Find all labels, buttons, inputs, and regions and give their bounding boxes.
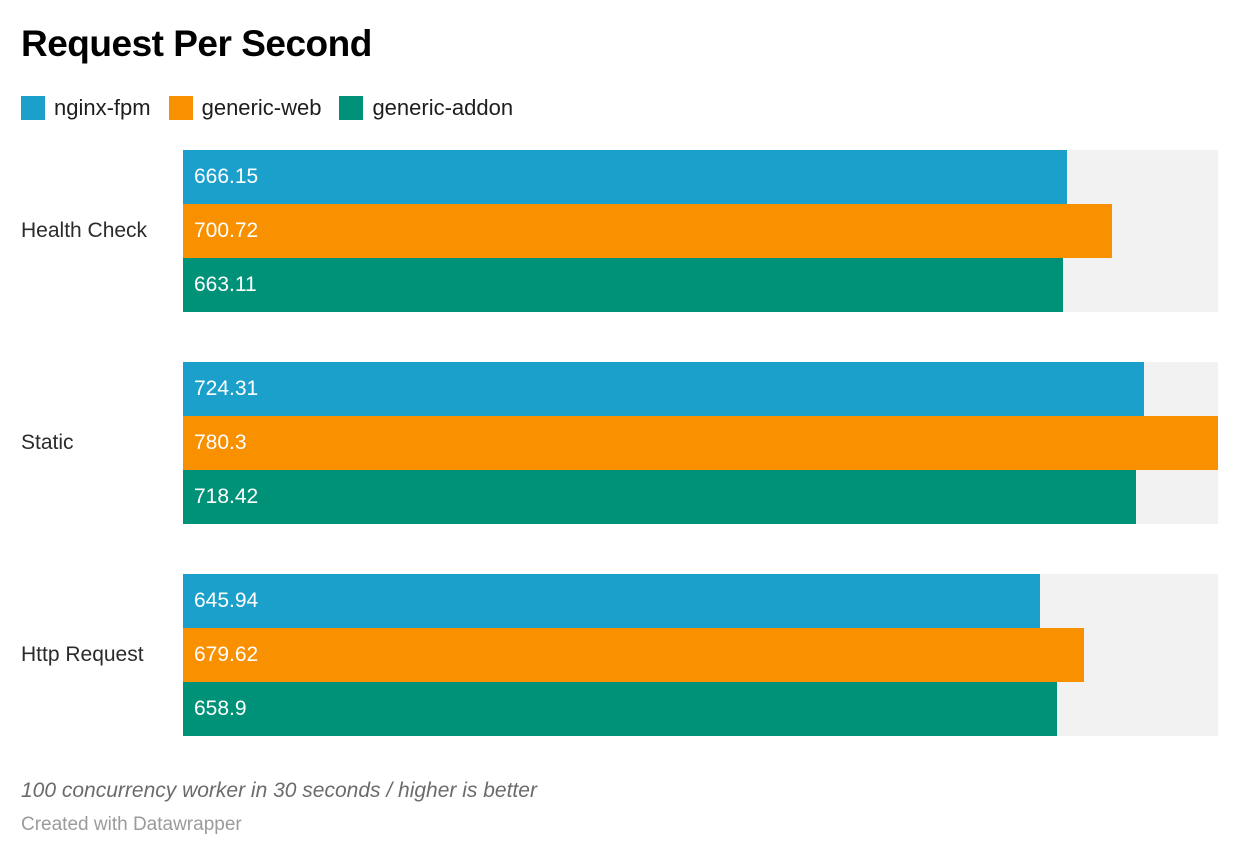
bar-generic-addon: 658.9 [183,682,1057,736]
bar-track: 666.15 [183,150,1218,204]
category-label: Http Request [21,643,144,666]
legend-swatch [168,96,193,120]
bar-generic-web: 679.62 [183,628,1085,682]
category-label: Health Check [21,219,148,242]
bar-track: 663.11 [183,258,1218,312]
legend-label: nginx-fpm [54,95,151,120]
bar-group: Http Request 645.94 679.62 658.9 [21,574,1218,736]
bar-chart: Health Check 666.15 700.72 663.11 Static 724.… [21,150,1218,736]
bar-nginx-fpm: 724.31 [183,362,1144,416]
legend: nginx-fpm generic-web generic-addon [21,96,1218,120]
legend-label: generic-addon [372,95,514,120]
bar-generic-web: 700.72 [183,204,1113,258]
bar-stack: 645.94 679.62 658.9 [183,574,1218,736]
bar-track: 679.62 [183,628,1218,682]
bar-stack: 666.15 700.72 663.11 [183,150,1218,312]
bar-value-label: 663.11 [194,273,257,296]
bar-generic-web: 780.3 [183,416,1218,470]
bar-value-label: 658.9 [194,697,247,720]
datawrapper-attribution-link[interactable]: Created with Datawrapper [21,814,242,835]
chart-title: Request Per Second [21,23,372,64]
bar-nginx-fpm: 666.15 [183,150,1067,204]
legend-item: nginx-fpm [21,96,151,120]
bar-generic-addon: 718.42 [183,470,1136,524]
bar-value-label: 666.15 [194,165,259,188]
bar-generic-addon: 663.11 [183,258,1063,312]
bar-value-label: 724.31 [194,377,259,400]
bar-track: 658.9 [183,682,1218,736]
bar-stack: 724.31 780.3 718.42 [183,362,1218,524]
bar-group: Health Check 666.15 700.72 663.11 [21,150,1218,312]
category-label: Static [21,431,74,454]
legend-item: generic-web [168,95,322,120]
bar-value-label: 700.72 [194,219,259,242]
bar-value-label: 645.94 [194,589,259,612]
bar-value-label: 718.42 [194,485,259,508]
bar-track: 718.42 [183,470,1218,524]
chart-container: Request Per Second nginx-fpm generic-web g… [21,23,1218,835]
bar-track: 724.31 [183,362,1218,416]
bar-track: 700.72 [183,204,1218,258]
bar-group: Static 724.31 780.3 718.42 [21,362,1218,524]
legend-item: generic-addon [339,96,513,120]
bar-nginx-fpm: 645.94 [183,574,1040,628]
legend-label: generic-web [201,95,322,120]
legend-swatch [21,96,45,120]
bar-value-label: 780.3 [194,431,247,454]
legend-swatch [339,96,364,120]
bar-value-label: 679.62 [194,643,259,666]
bar-track: 780.3 [183,416,1218,470]
chart-note: 100 concurrency worker in 30 seconds / h… [21,779,537,802]
bar-track: 645.94 [183,574,1218,628]
